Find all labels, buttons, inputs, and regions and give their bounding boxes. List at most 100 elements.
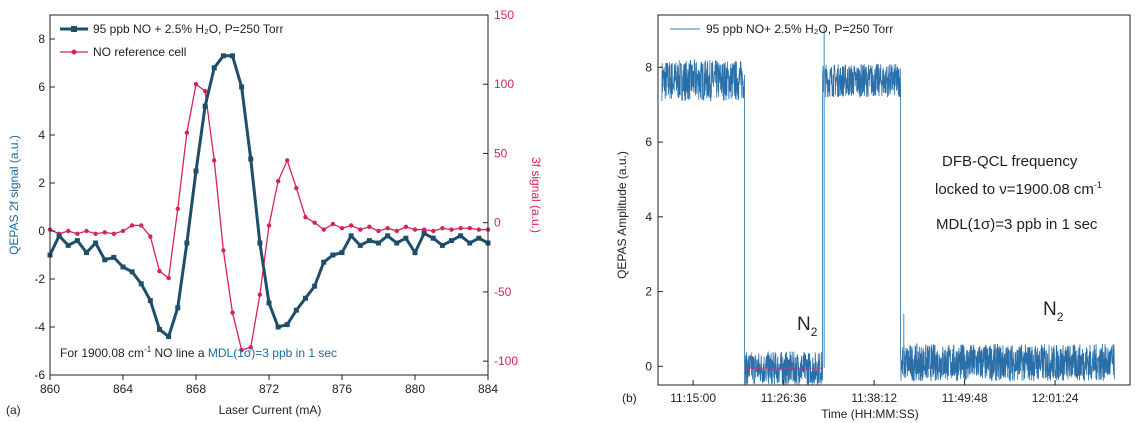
chart-b-y-tick-label-2: 4 <box>645 210 652 224</box>
chart-a-series-3f-point-2 <box>66 228 71 234</box>
chart-b-y-ticks: 0 2 4 6 8 <box>645 60 663 373</box>
chart-b-trace-line <box>661 58 1115 386</box>
chart-a-series-2f-point-36 <box>376 240 381 246</box>
chart-a-series-3f-point-29 <box>312 220 317 225</box>
chart-a-y2-tick-label-5: 150 <box>494 8 514 22</box>
chart-a-series-3f-point-7 <box>111 231 117 236</box>
chart-b-x-tick-label-2: 11:38:12 <box>851 391 897 405</box>
chart-b-note-line2-text: locked to ν=1900.08 cm <box>935 181 1094 198</box>
chart-a-series-2f-point-32 <box>339 250 345 256</box>
chart-a-series-2f-point-45 <box>458 233 464 239</box>
chart-a-series-2f-point-23 <box>257 240 263 246</box>
chart-a-annotation-mid: NO line a <box>151 346 208 360</box>
chart-a-y-tick-label-0: -6 <box>34 368 45 382</box>
chart-b-x-tick-label-4: 12:01:24 <box>1032 391 1079 405</box>
chart-b-n2-label-1-sub: 2 <box>811 325 818 339</box>
chart-a-annotation-sup: -1 <box>144 345 152 354</box>
chart-b-n2-label-1-text: N <box>797 314 811 335</box>
chart-b-note-line3: MDL(1σ)=3 ppb in 1 sec <box>936 216 1098 233</box>
chart-a-series-2f-point-14 <box>175 305 181 311</box>
chart-a-series-3f-point-33 <box>348 223 354 228</box>
chart-a-series-3f-point-45 <box>458 226 463 231</box>
chart-a-x-tick-label-3: 872 <box>259 382 279 396</box>
chart-a-series-2f-point-15 <box>184 240 190 246</box>
chart-a-y2-tick-label-2: 0 <box>494 216 501 230</box>
chart-b-y-tick-label-4: 8 <box>645 60 652 74</box>
chart-a-series-2f-point-5 <box>93 240 99 246</box>
chart-a-y2-tick-label-4: 100 <box>494 77 514 91</box>
chart-a-series-3f-point-23 <box>257 292 263 297</box>
chart-a-x-tick-label-0: 860 <box>40 382 60 396</box>
chart-a-series-3f-point-9 <box>129 223 135 228</box>
chart-a-series-2f-point-17 <box>202 103 208 109</box>
chart-b-trace <box>661 26 1115 386</box>
chart-a-y-tick-label-6: 6 <box>38 80 45 94</box>
chart-b-x-tick-label-0: 11:15:00 <box>670 391 716 405</box>
chart-b-panel-tag: (b) <box>622 391 637 405</box>
chart-a-series-3f-point-34 <box>358 227 363 232</box>
chart-a-series-2f-point-10 <box>138 281 144 287</box>
chart-a-series-3f-point-26 <box>285 158 290 163</box>
chart-a-series-2f-point-47 <box>476 235 482 241</box>
chart-a-series-2f-point-11 <box>147 298 153 304</box>
chart-b-n2-label-2: N2 <box>1043 299 1064 324</box>
chart-a-series-2f-point-20 <box>230 53 235 59</box>
chart-a-series-3f-point-31 <box>330 221 336 227</box>
chart-a-series-3f <box>47 82 491 353</box>
chart-a-y-ticks: -6 -4 -2 0 2 4 6 8 <box>34 32 55 382</box>
chart-a-annotation-text: For 1900.08 cm <box>60 346 144 360</box>
chart-a-series-3f-point-46 <box>467 226 472 231</box>
chart-a-y-tick-label-7: 8 <box>38 32 45 46</box>
chart-a-series-3f-point-44 <box>449 227 454 232</box>
chart-a-y-tick-label-4: 2 <box>38 176 45 190</box>
chart-a-series-2f-point-3 <box>74 238 80 244</box>
chart-a-series-2f-point-41 <box>421 230 427 236</box>
chart-a-series-3f-point-17 <box>202 88 208 94</box>
chart-b-legend-label: 95 ppb NO+ 2.5% H₂O, P=250 Torr <box>706 22 893 36</box>
chart-a-x-axis-label: Laser Current (mA) <box>219 403 322 417</box>
chart-a-series-3f-point-41 <box>421 227 427 232</box>
chart-a-series-2f-point-6 <box>102 257 108 263</box>
chart-a-x-tick-label-6: 884 <box>478 382 498 396</box>
chart-a-series-2f-point-12 <box>157 326 162 332</box>
chart-a-series-2f-point-31 <box>330 252 336 258</box>
chart-a-series-2f-point-2 <box>65 242 71 248</box>
chart-a-series-3f-point-18 <box>212 158 217 163</box>
chart-a-series-3f-point-20 <box>230 310 235 315</box>
chart-a-series-2f-point-22 <box>248 156 254 162</box>
chart-a-y-tick-label-3: 0 <box>38 224 45 238</box>
chart-a-series-3f-point-27 <box>294 185 299 191</box>
chart-a-x-ticks: 860 864 868 872 876 880 884 <box>40 375 498 396</box>
chart-a-series-2f-point-30 <box>321 259 327 265</box>
chart-b-n2-label-2-sub: 2 <box>1057 310 1064 324</box>
chart-a-series-2f-point-34 <box>357 242 363 248</box>
chart-b: 11:15:00 11:26:36 11:38:12 11:49:48 12:01:24… <box>615 14 1131 421</box>
chart-b-y-tick-label-0: 0 <box>645 359 652 373</box>
chart-a-legend-label-3f: NO reference cell <box>93 45 186 59</box>
chart-a-series-3f-point-5 <box>93 231 98 236</box>
chart-a-series-3f-point-42 <box>431 228 436 234</box>
chart-b-n2-label-1: N2 <box>797 314 818 339</box>
chart-a-series-2f-point-18 <box>211 65 217 71</box>
chart-a-y2-axis-label: 3f signal (a.u.) <box>529 157 543 233</box>
chart-a-series-3f-point-38 <box>394 228 399 234</box>
chart-a-series-2f-point-25 <box>275 324 281 330</box>
chart-a-series-3f-point-13 <box>166 275 171 281</box>
chart-a-series-3f-point-28 <box>303 214 308 220</box>
chart-a-x-tick-label-4: 876 <box>332 382 352 396</box>
chart-a-series-2f-point-29 <box>312 283 318 289</box>
chart-a-series-2f-point-24 <box>266 300 272 306</box>
chart-a-y2-tick-label-1: -50 <box>494 285 512 299</box>
chart-a-series-3f-point-36 <box>376 228 381 234</box>
chart-a-series-3f-point-8 <box>120 228 126 234</box>
chart-a-series-3f-point-35 <box>367 224 372 230</box>
chart-a-series-3f-point-14 <box>175 206 180 212</box>
chart-a-series-2f-point-33 <box>348 233 354 239</box>
chart-a-y2-ticks: -100 -50 0 50 100 150 <box>483 8 518 368</box>
chart-a-annotation: For 1900.08 cm-1 NO line a MDL(1σ)=3 ppb… <box>60 345 337 360</box>
chart-a-x-tick-label-5: 880 <box>405 382 425 396</box>
chart-a-series-2f-point-1 <box>56 233 62 239</box>
chart-a-series-3f-point-32 <box>339 226 345 231</box>
chart-a-series-2f-point-19 <box>220 53 226 59</box>
chart-a-series-3f-point-21 <box>239 347 244 353</box>
